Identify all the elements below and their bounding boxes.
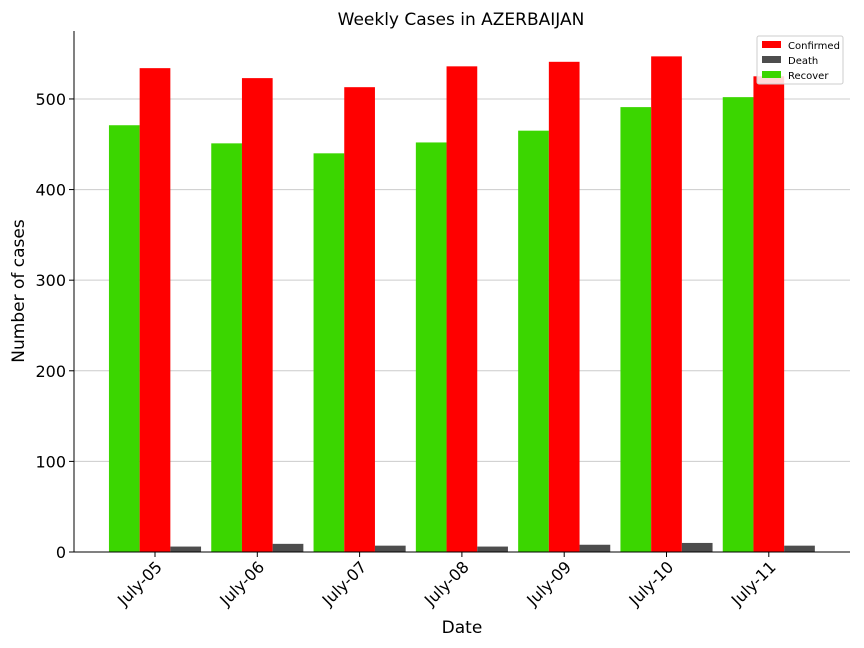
bar-recover-july-09 xyxy=(518,130,549,553)
bar-death-july-09 xyxy=(579,544,611,552)
x-ticks: July-05 July-06 July-07 July-08 July-09 July-… xyxy=(113,552,780,610)
legend-label-confirmed: Confirmed xyxy=(788,41,840,52)
x-tick-label: July-08 xyxy=(420,557,473,610)
y-tick-label: 200 xyxy=(35,362,66,381)
y-tick-label: 500 xyxy=(35,90,66,109)
y-tick-label: 0 xyxy=(56,543,66,562)
bar-recover-july-06 xyxy=(211,143,242,552)
bar-confirmed-july-07 xyxy=(344,87,375,552)
x-tick-label: July-05 xyxy=(113,557,166,610)
chart-title: Weekly Cases in AZERBAIJAN xyxy=(338,10,585,30)
bar-confirmed-july-11 xyxy=(753,76,785,552)
bar-confirmed-july-05 xyxy=(139,68,171,552)
legend-swatch-confirmed xyxy=(762,41,781,48)
bar-confirmed-july-08 xyxy=(446,66,478,552)
bar-death-july-10 xyxy=(681,542,713,552)
bar-recover-july-11 xyxy=(722,97,754,552)
bar-confirmed-july-10 xyxy=(651,56,682,553)
legend-swatch-recover xyxy=(762,71,781,78)
bar-death-july-07 xyxy=(374,545,406,552)
bar-death-july-06 xyxy=(272,543,304,552)
bar-recover-july-07 xyxy=(313,153,345,553)
legend-label-death: Death xyxy=(788,56,818,67)
bar-death-july-11 xyxy=(784,545,815,552)
bar-confirmed-july-09 xyxy=(548,61,580,553)
x-axis-label: Date xyxy=(442,618,483,638)
bar-recover-july-05 xyxy=(108,125,140,553)
bar-death-july-08 xyxy=(477,546,508,552)
legend: Confirmed Death Recover xyxy=(756,35,844,85)
y-axis-label: Number of cases xyxy=(9,219,29,363)
bars xyxy=(108,56,815,553)
bar-recover-july-10 xyxy=(620,107,652,553)
bar-confirmed-july-06 xyxy=(241,78,273,553)
y-tick-label: 300 xyxy=(35,271,66,290)
x-tick-label: July-10 xyxy=(625,557,678,610)
bar-recover-july-08 xyxy=(415,142,447,552)
y-tick-label: 400 xyxy=(35,181,66,200)
legend-label-recover: Recover xyxy=(788,71,829,82)
x-tick-label: July-07 xyxy=(318,557,371,610)
legend-swatch-death xyxy=(762,56,781,63)
y-tick-label: 100 xyxy=(35,452,66,471)
bar-death-july-05 xyxy=(170,546,202,552)
x-tick-label: July-11 xyxy=(727,557,780,610)
x-tick-label: July-06 xyxy=(215,557,268,610)
y-ticks: 0 100 200 300 400 500 xyxy=(35,90,74,562)
x-tick-label: July-09 xyxy=(522,557,575,610)
